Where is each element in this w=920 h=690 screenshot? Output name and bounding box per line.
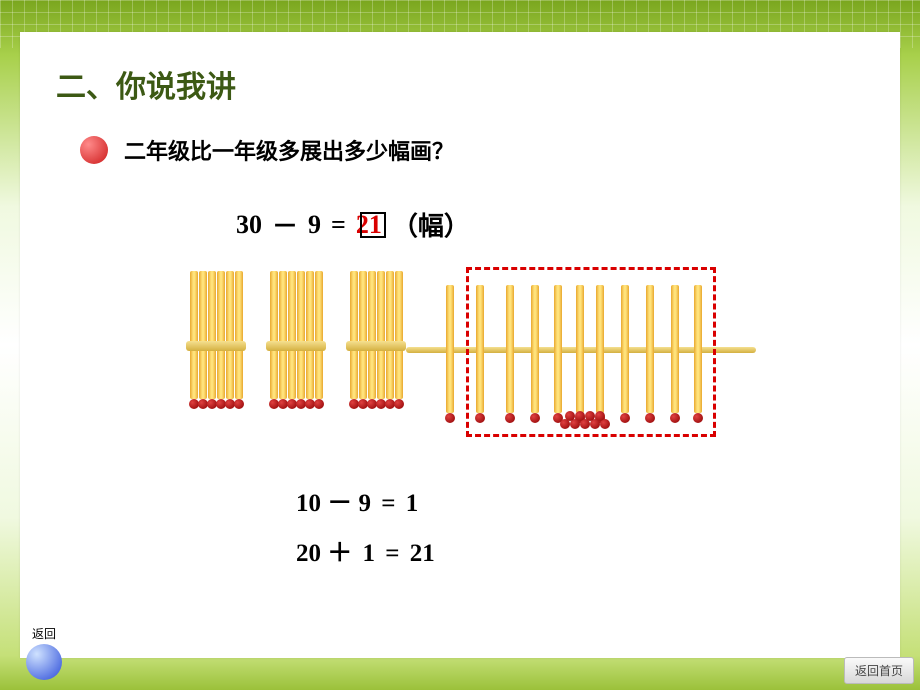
sub-op: ＋: [327, 540, 352, 567]
answer-placeholder-box: [360, 212, 386, 238]
question-row: 二年级比一年级多展出多少幅画？: [80, 134, 864, 166]
sub-equations: 10 － 9 = 1 20 ＋ 1 = 21: [296, 483, 864, 569]
matchhead-pile: [556, 407, 616, 431]
sub-a: 20: [296, 540, 321, 567]
sub-a: 10: [296, 490, 321, 517]
sub-op: －: [327, 490, 352, 517]
sub-equation-row: 10 － 9 = 1: [296, 483, 864, 519]
section-title: 二、你说我讲: [56, 62, 864, 106]
eq-lhs-b: 9: [308, 210, 321, 240]
sticks-illustration: [186, 273, 864, 453]
stick-bundle: [186, 273, 246, 413]
back-label: 返回: [32, 625, 56, 642]
bullet-icon: [80, 136, 108, 164]
sub-eq: =: [381, 490, 395, 517]
back-ball-icon: [26, 644, 62, 680]
eq-lhs-a: 30: [236, 210, 262, 240]
question-text: 二年级比一年级多展出多少幅画？: [124, 134, 454, 166]
sub-eq: =: [385, 540, 399, 567]
main-equation: 30 － 9 = 21 （幅）: [236, 206, 864, 243]
answer-box: 21: [356, 210, 382, 240]
sub-r: 21: [410, 540, 435, 567]
loose-sticks: [436, 273, 726, 433]
stick-bundle: [266, 273, 326, 413]
eq-op: －: [272, 206, 298, 243]
slide-content: 二、你说我讲 二年级比一年级多展出多少幅画？ 30 － 9 = 21 （幅）: [20, 32, 900, 658]
home-button[interactable]: 返回首页: [844, 657, 914, 684]
stick-bundle: [346, 273, 406, 413]
eq-eq: =: [331, 210, 346, 240]
sub-equation-row: 20 ＋ 1 = 21: [296, 533, 864, 569]
sub-r: 1: [406, 490, 419, 517]
eq-unit: （幅）: [392, 206, 470, 243]
sub-b: 9: [359, 490, 372, 517]
sub-b: 1: [363, 540, 376, 567]
back-button[interactable]: 返回: [26, 625, 62, 680]
